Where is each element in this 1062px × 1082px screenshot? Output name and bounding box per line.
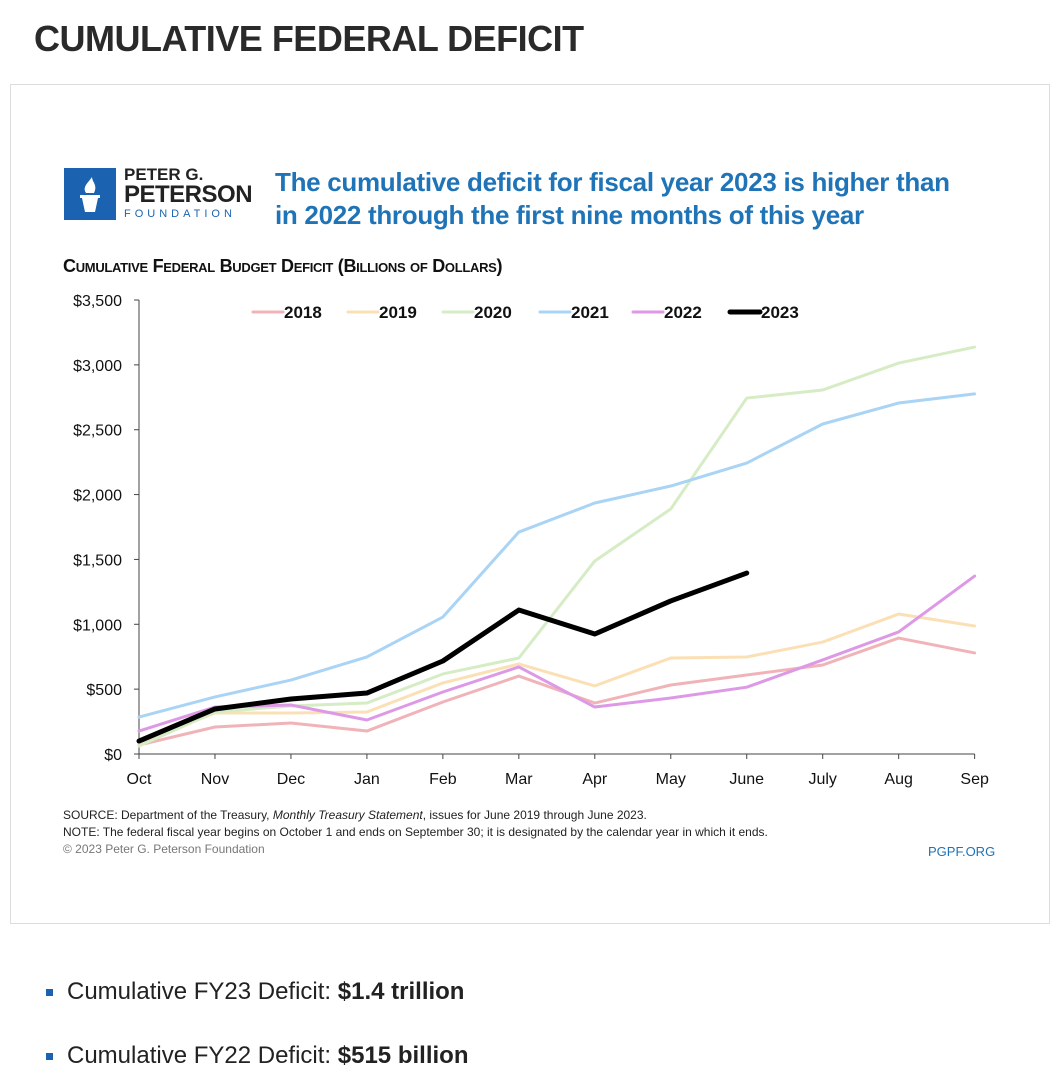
chart-card [10, 84, 1050, 924]
legend-item-2020: 2020 [441, 303, 512, 322]
y-tick-label: $3,500 [73, 293, 122, 310]
axes: $0 $500 $1,000 $1,500 $2,000 $2,500 $3,000 $3,5… [73, 293, 989, 788]
logo-line3: FOUNDATION [124, 208, 236, 220]
x-tick-label: Nov [201, 771, 229, 788]
source-note: SOURCE: Department of the Treasury, Mont… [63, 808, 647, 822]
x-tick-label: July [808, 771, 836, 788]
series-line-2018 [137, 636, 977, 747]
legend-label: 2018 [284, 303, 322, 322]
x-tick-label: Feb [429, 771, 457, 788]
tagline-line1: The cumulative deficit for fiscal year 2… [275, 167, 950, 197]
bullet-fy23: Cumulative FY23 Deficit: $1.4 trillion [46, 978, 464, 1006]
legend: 2018 2019 2020 2021 2022 2023 [251, 303, 799, 322]
series-line-2019 [137, 612, 977, 745]
legend-label: 2019 [379, 303, 417, 322]
x-tick-label: Jan [354, 771, 380, 788]
tagline-line2: in 2022 through the first nine months of… [275, 200, 864, 230]
y-tick-label: $500 [86, 682, 122, 699]
legend-label: 2020 [474, 303, 512, 322]
chart-notes: SOURCE: Department of the Treasury, Mont… [63, 807, 768, 858]
torch-logo-icon [64, 168, 116, 220]
copyright: © 2023 Peter G. Peterson Foundation [63, 842, 265, 856]
bullet-icon [46, 989, 53, 997]
y-tick-label: $2,000 [73, 488, 122, 505]
series-line-2022 [137, 574, 977, 733]
x-tick-label: Aug [884, 771, 912, 788]
legend-item-2019: 2019 [346, 303, 417, 322]
chart-tagline: The cumulative deficit for fiscal year 2… [275, 166, 950, 232]
x-tick-label: Mar [505, 771, 533, 788]
logo-line1: PETER G. [124, 165, 204, 184]
series-lines [136, 345, 977, 748]
legend-label: 2022 [664, 303, 702, 322]
y-tick-label: $3,000 [73, 358, 122, 375]
x-tick-label: Dec [277, 771, 305, 788]
site-link[interactable]: PGPF.ORG [928, 844, 996, 859]
legend-item-2021: 2021 [538, 303, 609, 322]
y-tick-label: $1,000 [73, 617, 122, 634]
series-line-2020 [137, 345, 977, 748]
chart-title: Cumulative Federal Budget Deficit (Billi… [63, 256, 503, 276]
bullet-icon [46, 1053, 53, 1061]
legend-label: 2021 [571, 303, 609, 322]
x-tick-label: June [729, 771, 764, 788]
y-tick-label: $0 [104, 747, 122, 764]
x-tick-label: Oct [127, 771, 152, 788]
fiscal-year-note: NOTE: The federal fiscal year begins on … [63, 825, 768, 839]
legend-item-2023: 2023 [727, 303, 799, 322]
foundation-logo: PETER G. PETERSON FOUNDATION [124, 165, 253, 220]
x-tick-label: Sep [960, 771, 989, 788]
series-line-2021 [137, 392, 977, 719]
y-tick-label: $2,500 [73, 423, 122, 440]
bullet-fy22: Cumulative FY22 Deficit: $515 billion [46, 1042, 468, 1070]
page-title: CUMULATIVE FEDERAL DEFICIT [34, 18, 584, 59]
x-tick-label: May [656, 771, 686, 788]
legend-item-2018: 2018 [251, 303, 322, 322]
series-line-2023 [136, 570, 750, 744]
y-tick-label: $1,500 [73, 552, 122, 569]
x-tick-label: Apr [582, 771, 608, 788]
legend-item-2022: 2022 [631, 303, 702, 322]
logo-line2: PETERSON [124, 181, 253, 208]
legend-label: 2023 [761, 303, 799, 322]
